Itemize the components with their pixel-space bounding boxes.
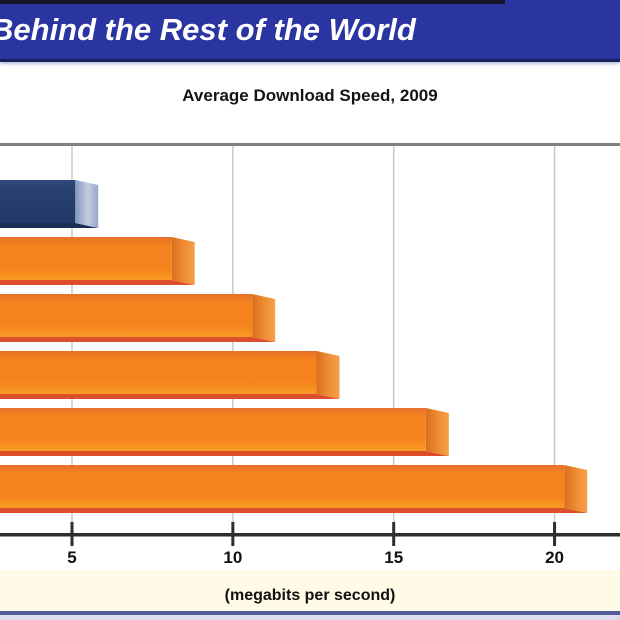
x-tick-label: 10: [223, 548, 242, 567]
bar-front-face: [0, 465, 565, 508]
bar-bottom-face: [0, 508, 588, 513]
bar-3: [0, 351, 340, 399]
bar-2: [0, 294, 276, 342]
footer-rule: [0, 611, 620, 615]
footer-edge: [0, 615, 620, 620]
bar-end-cap: [75, 180, 99, 228]
bar-5: [0, 465, 588, 513]
x-tick-label: 20: [545, 548, 564, 567]
bar-end-cap: [171, 237, 195, 285]
bar-1: [0, 237, 195, 285]
header-banner: Behind the Rest of the World: [0, 0, 620, 62]
bar-front-face: [0, 408, 426, 451]
bar-end-cap: [564, 465, 588, 513]
footer-band: [0, 570, 620, 611]
bar-bottom-face: [0, 223, 99, 228]
bar-end-cap: [252, 294, 276, 342]
page-title: Behind the Rest of the World: [0, 12, 416, 47]
bar-bottom-face: [0, 451, 449, 456]
bar-bottom-face: [0, 280, 195, 285]
x-axis-tick: [70, 522, 74, 546]
bar-front-face: [0, 180, 76, 223]
bar-front-face: [0, 351, 317, 394]
x-axis-label: (megabits per second): [225, 587, 396, 604]
bar-front-face: [0, 294, 253, 337]
x-axis-tick: [231, 522, 235, 546]
highlight-bar-0: [0, 180, 99, 228]
bar-4: [0, 408, 449, 456]
x-axis-line: [0, 533, 620, 537]
plot-top-border: [0, 143, 620, 146]
bar-end-cap: [425, 408, 449, 456]
bar-end-cap: [316, 351, 340, 399]
x-tick-label: 5: [67, 548, 76, 567]
chart-title: Average Download Speed, 2009: [182, 86, 438, 105]
x-tick-label: 15: [384, 548, 403, 567]
top-edge-strip: [0, 0, 505, 4]
x-axis-tick: [392, 522, 396, 546]
bar-front-face: [0, 237, 172, 280]
bar-chart: 5 10 15 20 (megabits per second): [0, 143, 620, 620]
bar-bottom-face: [0, 337, 276, 342]
bar-bottom-face: [0, 394, 340, 399]
x-axis-tick: [553, 522, 557, 546]
